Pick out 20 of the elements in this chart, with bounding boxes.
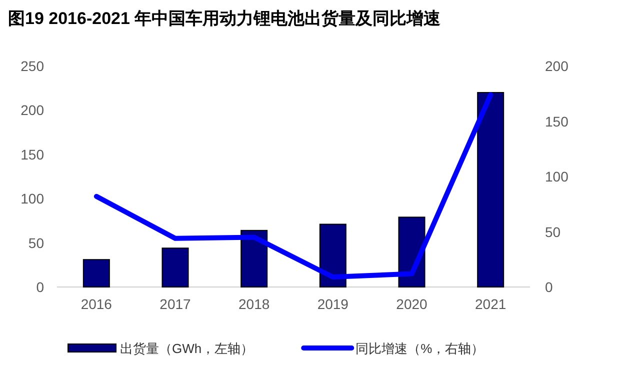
x-tick-label: 2017 — [160, 296, 192, 312]
x-tick-label: 2019 — [317, 296, 349, 312]
y-tick-label: 250 — [20, 58, 44, 74]
legend-label: 出货量（GWh，左轴） — [120, 341, 254, 356]
chart-title: 图19 2016-2021 年中国车用动力锂电池出货量及同比增速 — [8, 9, 441, 28]
y-tick-label: 150 — [20, 146, 44, 162]
x-tick-label: 2016 — [80, 296, 112, 312]
y-tick-label: 200 — [20, 102, 44, 118]
y2-tick-label: 150 — [545, 113, 569, 130]
x-tick-label: 2021 — [475, 296, 506, 312]
y2-tick-label: 100 — [545, 168, 569, 184]
y2-tick-label: 50 — [545, 224, 561, 240]
y2-tick-label: 0 — [545, 279, 553, 295]
y-tick-label: 50 — [28, 234, 44, 251]
legend-label: 同比增速（%，右轴） — [356, 341, 484, 356]
y2-tick-label: 200 — [545, 58, 569, 74]
x-tick-label: 2020 — [396, 296, 428, 312]
x-tick-label: 2018 — [238, 296, 270, 312]
y-tick-label: 0 — [36, 279, 44, 295]
y-tick-label: 100 — [20, 190, 44, 207]
